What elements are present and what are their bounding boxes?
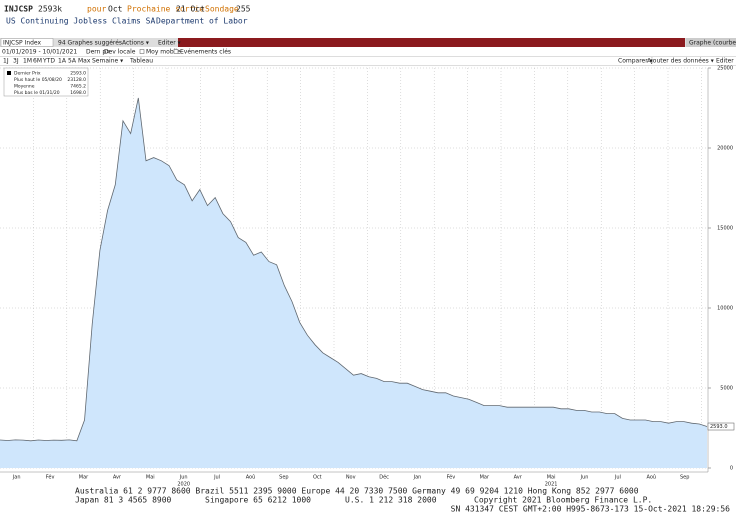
footer-us: U.S. 1 212 318 2000: [345, 496, 437, 505]
date-range[interactable]: 01/01/2019 - 10/01/2021: [2, 49, 77, 56]
footer-sn: SN 431347 CEST GMT+2:00 H995-8673-173 15…: [451, 505, 731, 514]
area: [0, 97, 707, 468]
period-buttons: 1J 3J 1M 6M YTD 1A 5A Max: [3, 58, 91, 65]
last: 2593k: [38, 5, 62, 14]
survey: 255: [236, 5, 251, 14]
chart-type[interactable]: Graphe (courbe): [689, 40, 736, 47]
x-tick-label: Jun: [580, 475, 589, 481]
x-tick-label: Aoû: [246, 474, 256, 481]
legend-name: Plus haut le 05/08/20: [14, 77, 62, 83]
source: Department of Labor: [156, 17, 248, 26]
footer-japan: Japan 81 3 4565 8900: [75, 496, 172, 505]
legend-name: Dernier Prix: [14, 71, 41, 77]
local-option[interactable]: Dev locale: [104, 49, 136, 56]
period: Oct: [108, 5, 123, 14]
suggested-button[interactable]: 94 Graphes suggérés: [58, 40, 122, 47]
x-tick-label: Jun: [179, 475, 188, 481]
period-button[interactable]: 6M: [33, 58, 42, 65]
checkbox[interactable]: [173, 49, 179, 54]
period-button[interactable]: 5A: [68, 58, 77, 65]
compare-menu[interactable]: Comparer ▾: [618, 58, 653, 65]
x-tick-label: Avr: [113, 475, 122, 481]
x-tick-label: Mai: [547, 475, 556, 481]
x-tick-label: Fév: [46, 474, 55, 481]
x-tick-label: Oct: [313, 475, 322, 481]
moving-average-option[interactable]: Moy mobile: [146, 49, 181, 56]
legend-value: 1698.0: [70, 90, 86, 96]
year-label: 2021: [545, 482, 558, 488]
edit-menu[interactable]: Editer ▾: [158, 40, 181, 47]
legend-name: Plus bas le 01/31/20: [14, 90, 60, 96]
x-tick-label: Aoû: [647, 474, 657, 481]
legend-swatch: [7, 71, 11, 75]
x-tick-label: Sep: [279, 475, 288, 481]
x-tick-label: Avr: [514, 475, 523, 481]
chart-type-box[interactable]: [686, 38, 736, 47]
y-tick-label: 10000: [717, 306, 733, 312]
period-button[interactable]: Max: [78, 58, 91, 65]
y-tick-label: 15000: [717, 226, 733, 232]
x-tick-label: Déc: [379, 474, 389, 481]
toolbar-band: [178, 38, 685, 47]
legend-name: Moyenne: [14, 84, 35, 90]
x-tick-label: Sep: [680, 475, 689, 481]
year-label: 2020: [177, 482, 190, 488]
last-value-box: [707, 422, 735, 431]
x-tick-label: Fév: [447, 474, 456, 481]
chart: 0 5000 10000 15000 20000 25000 2593.0 Jan Fév Mar…: [0, 66, 735, 488]
footer-line: Australia 61 2 9777 8600 Brazil 5511 239…: [75, 487, 639, 496]
events-option[interactable]: Evénements clés: [180, 49, 231, 56]
x-tick-label: Jan: [413, 475, 422, 481]
period-button[interactable]: 1J: [3, 58, 9, 65]
frequency-menu[interactable]: Semaine ▾: [92, 58, 123, 65]
footer-singapore: Singapore 65 6212 1000: [205, 496, 311, 505]
next-date: 21 Oct: [176, 5, 205, 14]
last-price-option[interactable]: Dern px: [86, 49, 110, 56]
ticker: INJCSP: [4, 5, 33, 14]
edit-button[interactable]: Editer: [716, 58, 734, 65]
period-button[interactable]: 1A: [58, 58, 67, 65]
actions-menu[interactable]: Actions ▾: [122, 40, 149, 47]
y-tick-label: 25000: [717, 66, 733, 72]
table-button[interactable]: Tableau: [129, 58, 153, 65]
y-tick-label: 20000: [717, 146, 733, 152]
survey-label: Sondage: [205, 5, 239, 14]
y-tick-label: 5000: [720, 386, 733, 392]
x-tick-label: Mar: [480, 475, 490, 481]
checkbox[interactable]: [139, 49, 145, 54]
last-value-label: 2593.0: [710, 424, 728, 430]
period-button[interactable]: YTD: [42, 58, 55, 65]
line: [0, 97, 708, 442]
next-label: Prochaine sortie: [127, 5, 204, 14]
legend-value: 7465.2: [70, 84, 86, 90]
x-tick-label: Jan: [12, 475, 21, 481]
y-tick-label: 0: [730, 466, 733, 472]
x-tick-label: Mai: [146, 475, 155, 481]
x-tick-label: Jul: [213, 475, 220, 481]
period-button[interactable]: 3J: [13, 58, 19, 65]
x-tick-label: Nov: [346, 475, 356, 481]
security-field[interactable]: INJCSP Index: [3, 40, 42, 47]
legend-value: 2593.0: [70, 71, 86, 77]
footer-copyright: Copyright 2021 Bloomberg Finance L.P.: [474, 496, 652, 505]
pour: pour: [87, 5, 106, 14]
security-name: US Continuing Jobless Claims SA: [6, 17, 155, 26]
x-tick-label: Mar: [79, 475, 89, 481]
security-box[interactable]: [0, 38, 54, 47]
legend-box: [3, 67, 89, 97]
add-data-menu[interactable]: Ajouter des données ▾: [647, 58, 714, 65]
legend-value: 23128.0: [67, 77, 86, 83]
x-tick-label: Jul: [614, 475, 621, 481]
period-button[interactable]: 1M: [23, 58, 32, 65]
